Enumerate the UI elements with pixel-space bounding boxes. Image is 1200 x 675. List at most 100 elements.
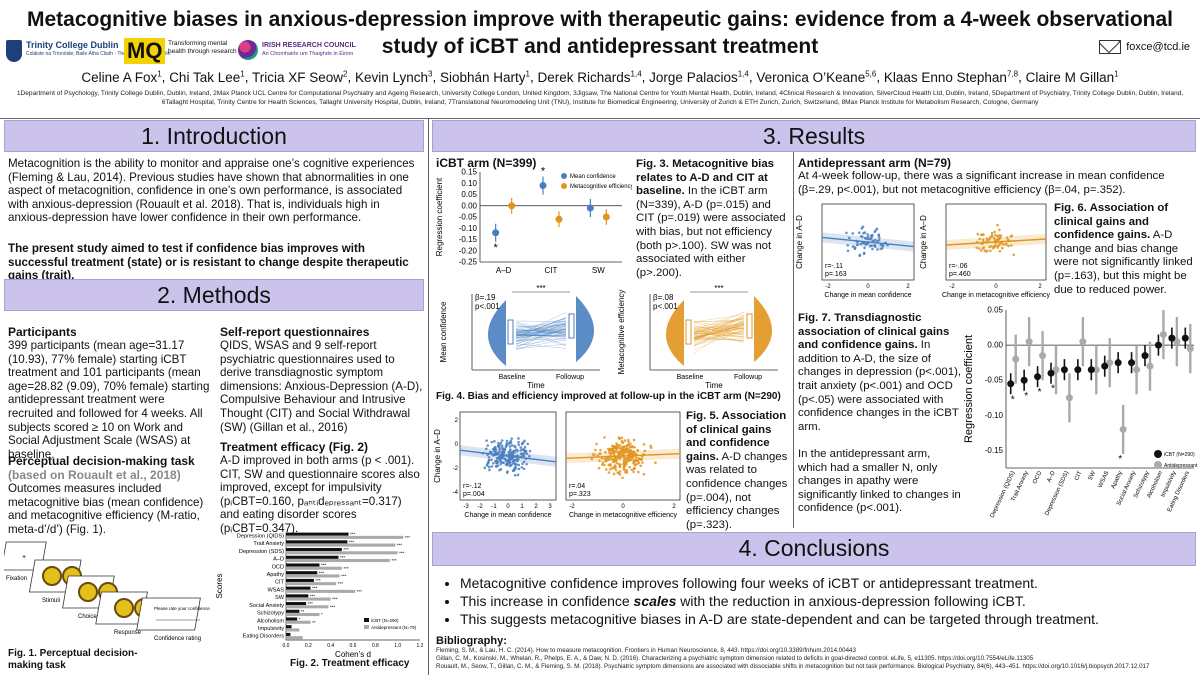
fig7-chart: 0.05 0.00 -0.05 -0.10 -0.15 Regression coeffi… — [963, 306, 1198, 519]
selfreport-text: QIDS, WSAS and 9 self-report psychiatric… — [220, 339, 423, 434]
fig4b-subject-line — [693, 326, 745, 336]
fig7-x-tick: Apathy — [1111, 470, 1124, 489]
fig7-y-tick: 0.05 — [987, 306, 1003, 315]
fig5b-point — [617, 471, 620, 475]
fig5b-point — [601, 461, 605, 464]
fig2-category: A–D — [273, 557, 284, 563]
fig6a-point — [846, 249, 850, 253]
fig6b-point — [996, 234, 999, 238]
column-divider-results — [793, 152, 794, 528]
fig5a-point — [490, 440, 494, 444]
fig5b-point — [599, 448, 602, 452]
fig5a-point — [500, 444, 504, 448]
author-affiliation-mark: 3 — [428, 69, 433, 78]
fig5b-point — [610, 451, 614, 454]
fig7-point — [1065, 394, 1073, 402]
fig5a-point — [515, 463, 518, 466]
fig2-bar — [286, 602, 307, 606]
fig6a-point — [877, 234, 880, 237]
fig7-point — [1146, 362, 1154, 370]
fig2-category: Schizotypy — [257, 611, 284, 617]
fig6b-point — [996, 246, 999, 249]
fig7-point — [1119, 425, 1127, 433]
fig2-sig: *** — [308, 601, 314, 606]
fig4a-subject-line — [515, 329, 567, 334]
fig5b-point — [614, 468, 618, 472]
fig2-bar — [286, 532, 349, 536]
task-heading-main: Perceptual decision-making task — [8, 454, 195, 468]
fig5a-point — [515, 448, 519, 452]
fig6a-point — [863, 236, 867, 240]
fig5a-point — [516, 473, 520, 477]
fig5b-point — [604, 468, 608, 471]
fig3-y-label: Regression coefficient — [435, 177, 444, 256]
fig5a-point — [517, 440, 520, 444]
fig2-bar — [286, 543, 396, 547]
fig5a-y-tick: 2 — [455, 418, 459, 424]
author-affiliation-mark: 1,4 — [630, 69, 642, 78]
fig7-y-label: Regression coefficient — [963, 335, 975, 443]
fig5a-point — [509, 457, 512, 461]
tcd-logo-sub: Coláiste na Tríonóide, Baile Átha Cliath… — [26, 51, 171, 57]
fig2-sig: * — [299, 617, 301, 622]
efficacy-text-b: (pᵢCBT=0.160, pₐₙₜᵢdₑₚᵣₑₛₛₐₙₜ=0.317) and… — [220, 494, 402, 535]
fig4a-violin-baseline — [488, 300, 506, 366]
fig7-point — [1060, 366, 1068, 374]
fig5b-point — [629, 452, 632, 455]
fig5a-point — [524, 449, 528, 453]
fig5b-point — [595, 442, 598, 446]
fig4b-x-label: Time — [705, 381, 723, 390]
fig5b-point — [622, 460, 626, 464]
fig4a-subject-line — [515, 326, 567, 337]
bib-entry: Rouault, M., Seow, T., Gillan, C. M., & … — [436, 663, 1150, 670]
fig3-y-tick: -0.05 — [459, 213, 478, 222]
fig6b-point — [984, 250, 988, 253]
fig3-x-tick: SW — [592, 266, 605, 275]
fig5a-point — [485, 439, 488, 442]
fig4a-annotation: β=.19 — [475, 293, 496, 302]
fig2-bar — [286, 589, 356, 593]
fig7-point — [1101, 362, 1109, 370]
fig6a-point — [864, 243, 868, 246]
fig7-point — [1012, 355, 1020, 363]
fig5a-x-tick: -2 — [477, 504, 483, 510]
fig6a-fit-line — [821, 236, 915, 248]
fig5b-point — [617, 451, 621, 455]
fig3-point — [555, 215, 563, 223]
fig4a-subject-line — [515, 337, 567, 347]
fig2-bar — [286, 628, 300, 632]
fig5a-point — [505, 439, 509, 443]
fig6a-x-label: Change in mean confidence — [824, 292, 911, 299]
fig5b-point — [626, 438, 630, 442]
fig4b-subject-line — [693, 327, 745, 338]
icbt-heading: iCBT arm (N=399) — [436, 156, 537, 170]
email-text[interactable]: foxce@tcd.ie — [1126, 41, 1190, 53]
fig6a-point — [848, 236, 851, 240]
fig2-sig: ** — [301, 609, 305, 614]
tcd-crest-icon — [6, 40, 22, 62]
fig6b-point — [1012, 253, 1016, 257]
fig2-sig: *** — [312, 586, 318, 591]
confidence-label: Confidence rating — [154, 636, 201, 642]
fig5a-y-tick: -4 — [453, 490, 459, 496]
fig2-category: CIT — [275, 580, 285, 586]
fig5a-point — [510, 444, 514, 447]
fig5a-point — [500, 439, 504, 442]
fig5b-point — [601, 463, 604, 466]
fig6a-point — [871, 247, 874, 251]
fig6a-point — [846, 243, 849, 247]
fig5b-point — [627, 440, 630, 444]
fig5b-point — [618, 457, 622, 460]
fig6b-point — [999, 234, 1003, 237]
task-text: Outcomes measures included metacognitive… — [8, 482, 204, 536]
fig5b-point — [613, 464, 617, 467]
fig5a-point — [508, 460, 512, 464]
fig2-category: Impulsivity — [258, 626, 284, 632]
fig5a-point — [517, 437, 520, 440]
fig2-bar — [286, 617, 298, 621]
contact-email[interactable]: foxce@tcd.ie — [1099, 40, 1190, 54]
fig5a-y-tick: -2 — [453, 466, 459, 472]
fig5b-point — [622, 462, 625, 466]
fig6b-point — [990, 231, 994, 235]
